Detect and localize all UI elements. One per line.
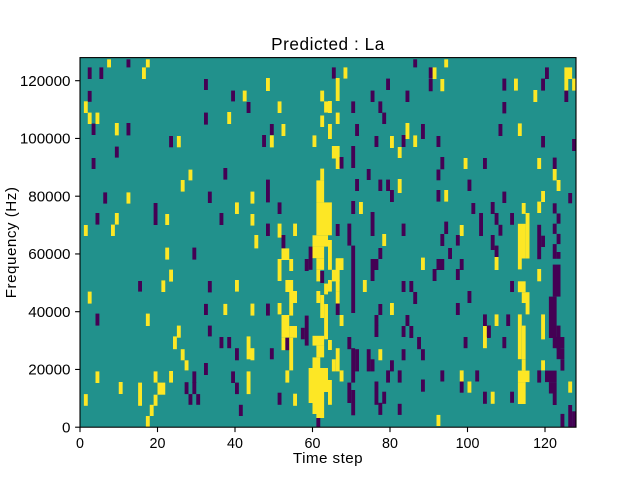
svg-text:80: 80 (382, 436, 398, 452)
svg-text:120: 120 (533, 436, 557, 452)
svg-text:0: 0 (76, 436, 84, 452)
svg-text:Frequency (Hz): Frequency (Hz) (3, 187, 20, 299)
svg-text:60: 60 (305, 436, 321, 452)
svg-text:0: 0 (62, 419, 70, 436)
svg-text:40000: 40000 (28, 304, 70, 321)
svg-text:40: 40 (227, 436, 243, 452)
svg-text:100000: 100000 (20, 131, 71, 148)
svg-text:20: 20 (150, 436, 166, 452)
svg-text:Predicted : La: Predicted : La (271, 34, 385, 54)
svg-text:80000: 80000 (28, 188, 70, 205)
svg-text:120000: 120000 (20, 73, 71, 90)
svg-text:20000: 20000 (28, 362, 70, 379)
svg-text:60000: 60000 (28, 246, 70, 263)
svg-text:100: 100 (456, 436, 480, 452)
svg-text:Time step: Time step (293, 450, 363, 467)
